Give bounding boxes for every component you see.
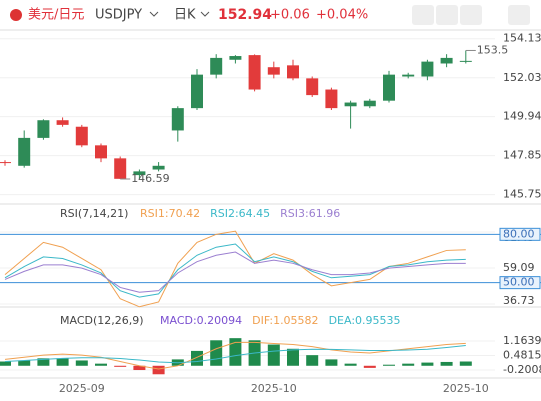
- candle-body: [210, 57, 223, 75]
- macd-bar: [210, 340, 223, 366]
- y-tick-label: 147.85: [503, 149, 541, 162]
- y-tick-label: -0.20082: [503, 363, 541, 376]
- candle-body: [37, 120, 50, 138]
- macd-bar: [18, 360, 31, 366]
- macd-bar: [325, 359, 338, 366]
- y-tick-label: 59.09: [503, 261, 535, 274]
- candle-body: [152, 165, 165, 170]
- candle-body: [440, 57, 453, 64]
- series-line: [4, 251, 466, 293]
- macd-bar: [363, 365, 376, 368]
- candle-body: [171, 108, 184, 131]
- legend-entry: RSI3:61.96: [280, 207, 340, 220]
- candle-body: [0, 162, 11, 164]
- macd-bar: [37, 358, 50, 366]
- candle-body: [191, 74, 203, 109]
- reference-label-box: [499, 227, 541, 241]
- candle-body: [306, 78, 319, 96]
- price: 152.94: [218, 7, 272, 23]
- macd-title: MACD(12,26,9): [60, 314, 144, 327]
- series-line: [4, 344, 466, 364]
- candle-body: [363, 100, 376, 107]
- macd-bar: [191, 350, 203, 366]
- candle-body: [229, 56, 242, 60]
- change-pct: +0.04%: [316, 8, 368, 23]
- low-annotation: 146.59: [131, 172, 170, 185]
- macd-bar: [267, 344, 280, 366]
- candle-body: [402, 74, 415, 77]
- macd-bar: [459, 361, 472, 366]
- flag-icon: [10, 9, 22, 21]
- symbol: USDJPY: [95, 8, 142, 23]
- candle-body: [114, 158, 127, 179]
- x-tick-label: 2025-10: [251, 382, 297, 395]
- x-tick-label: 2025-09: [59, 382, 105, 395]
- dropdown[interactable]: [149, 11, 159, 17]
- macd-bar: [344, 363, 357, 366]
- macd-bar: [306, 355, 319, 366]
- y-tick-label: 154.13: [503, 32, 541, 45]
- macd-bar: [383, 364, 395, 366]
- macd-bar: [152, 365, 165, 375]
- macd-bar: [95, 363, 107, 366]
- macd-bar: [75, 360, 88, 366]
- reference-label: 80.00: [503, 227, 535, 240]
- legend-entry: DEA:0.95535: [329, 314, 401, 327]
- macd-bar: [133, 365, 146, 371]
- x-tick-label: 2025-10: [443, 382, 489, 395]
- candle-body: [133, 171, 146, 176]
- macd-bar: [229, 338, 242, 366]
- macd-bar: [421, 362, 434, 366]
- candle-body: [344, 102, 357, 107]
- rsi-title: RSI(7,14,21): [60, 207, 128, 220]
- candle-body: [325, 89, 338, 109]
- y-tick-label: 36.73: [503, 294, 535, 307]
- macd-bar: [287, 348, 299, 366]
- macd-bar: [0, 361, 11, 366]
- macd-bar: [440, 361, 453, 366]
- y-tick-label: 1.16399: [503, 334, 541, 347]
- high-annotation: 153.5: [477, 43, 509, 56]
- legend-entry: RSI2:64.45: [210, 207, 270, 220]
- legend-entry: RSI1:70.42: [140, 207, 200, 220]
- candle-body: [75, 126, 88, 146]
- period[interactable]: 日K: [174, 8, 196, 23]
- candle-body: [95, 145, 107, 159]
- candle-body: [18, 137, 31, 166]
- tool-button[interactable]: [508, 5, 530, 25]
- tool-button[interactable]: [412, 5, 434, 25]
- candle-body: [56, 120, 69, 125]
- y-tick-label: 152.03: [503, 71, 541, 84]
- series-line: [4, 243, 466, 298]
- candle-body: [383, 74, 395, 101]
- tool-button[interactable]: [460, 5, 482, 25]
- reference-label-box: [499, 276, 541, 290]
- candle-body: [248, 55, 261, 90]
- macd-bar: [56, 358, 69, 366]
- dropdown[interactable]: [200, 11, 210, 17]
- candle-body: [421, 61, 434, 77]
- candle-body: [459, 60, 472, 62]
- macd-bar: [114, 365, 127, 367]
- y-tick-label: 145.75: [503, 188, 541, 201]
- y-tick-label: 149.94: [503, 110, 541, 123]
- pair-name[interactable]: 美元/日元: [28, 8, 84, 23]
- change: +0.06: [270, 8, 310, 23]
- legend-entry: DIF:1.05582: [252, 314, 318, 327]
- reference-label: 50.00: [503, 276, 535, 289]
- y-tick-label: 0.48158: [503, 349, 541, 362]
- tool-button[interactable]: [436, 5, 458, 25]
- macd-bar: [402, 363, 415, 366]
- legend-entry: MACD:0.20094: [160, 314, 242, 327]
- toolbar: [412, 5, 530, 25]
- candle-body: [267, 67, 280, 75]
- candle-body: [287, 65, 299, 79]
